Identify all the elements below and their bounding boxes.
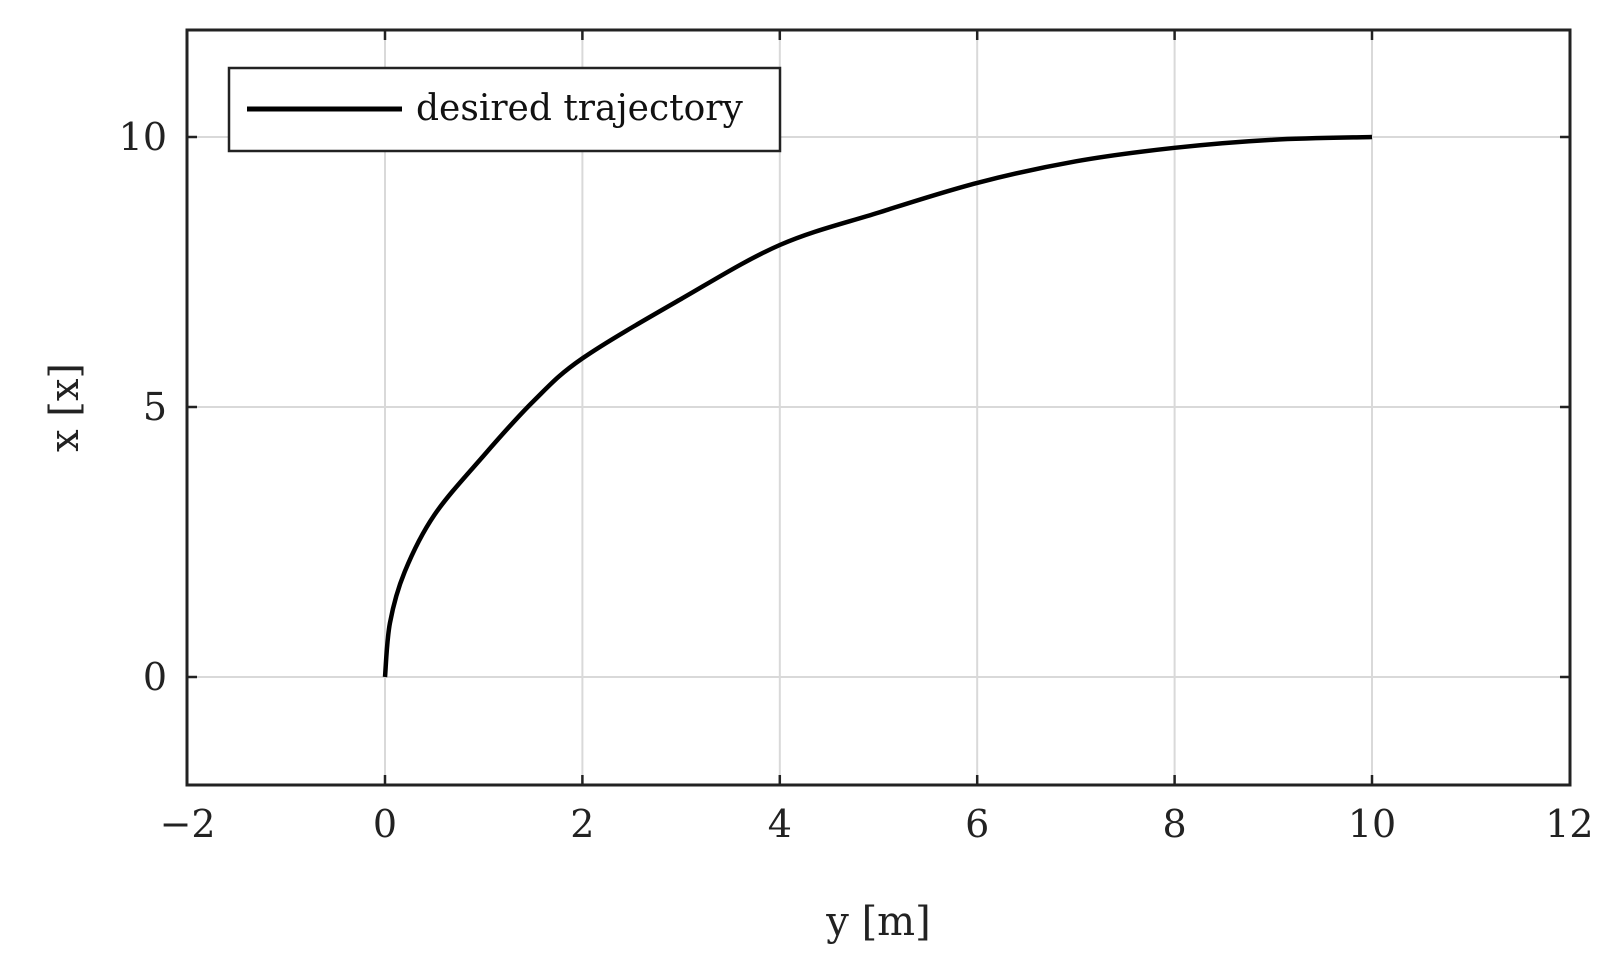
x-tick-label: 12 bbox=[1545, 802, 1593, 846]
legend: desired trajectory bbox=[227, 66, 782, 153]
y-tick-label: 10 bbox=[119, 115, 167, 159]
axis-ticks: −2 0 2 4 6 8 10 12 0 5 10 bbox=[119, 30, 1594, 846]
x-tick-label: 6 bbox=[965, 802, 989, 846]
y-tick-label: 0 bbox=[143, 655, 167, 699]
x-tick-label: 8 bbox=[1163, 802, 1187, 846]
x-tick-label: 10 bbox=[1348, 802, 1396, 846]
x-tick-label: −2 bbox=[160, 802, 216, 846]
y-axis-label: x [x] bbox=[42, 363, 88, 452]
x-axis-label: y [m] bbox=[825, 899, 930, 945]
x-tick-label: 2 bbox=[570, 802, 594, 846]
legend-label: desired trajectory bbox=[416, 88, 743, 129]
series-layer bbox=[382, 134, 1373, 678]
x-tick-label: 0 bbox=[373, 802, 397, 846]
x-tick-label: 4 bbox=[768, 802, 792, 846]
series-line-desired-trajectory bbox=[382, 134, 1373, 678]
y-tick-label: 5 bbox=[143, 385, 167, 429]
